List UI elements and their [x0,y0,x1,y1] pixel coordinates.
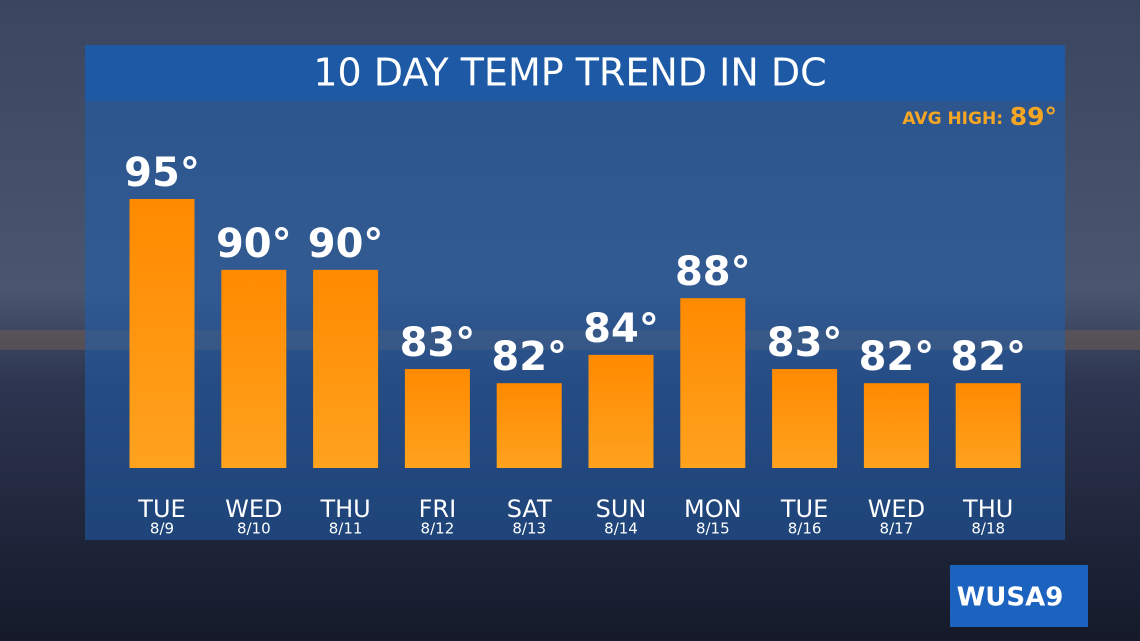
bar [313,269,379,468]
x-tick-label: TUE [137,495,185,523]
x-tick-label: TUE [780,495,828,523]
x-tick-sublabel: 8/10 [237,520,271,538]
x-tick-label: THU [962,495,1013,523]
chart-title: 10 DAY TEMP TREND IN DC [313,51,826,95]
bar [404,369,470,468]
x-tick-label: FRI [419,495,457,523]
x-tick-label: SAT [507,495,552,523]
annotation-label: AVG HIGH: [902,109,1003,129]
x-tick-sublabel: 8/17 [880,520,914,538]
logo: WUSA9 [950,565,1088,627]
x-tick-sublabel: 8/15 [696,520,730,538]
bar [680,298,746,468]
value-label: 84° [583,306,659,352]
x-tick-label: SUN [596,495,647,523]
value-label: 82° [950,334,1026,380]
x-tick-label: MON [684,495,742,523]
bar [129,199,195,468]
value-label: 83° [400,320,476,366]
x-tick-sublabel: 8/11 [329,520,363,538]
x-tick-label: WED [868,495,925,523]
x-tick-label: WED [225,495,282,523]
x-tick-sublabel: 8/14 [604,520,638,538]
value-label: 82° [491,334,567,380]
bar [772,369,838,468]
logo-text: WUSA9 [957,583,1064,613]
x-tick-label: THU [319,495,370,523]
logo-box [950,565,1088,627]
value-label: 95° [124,150,200,196]
value-label: 88° [675,249,751,295]
x-tick-sublabel: 8/18 [971,520,1005,538]
value-label: 82° [859,334,935,380]
bar [496,383,562,468]
x-tick-sublabel: 8/9 [150,520,174,538]
title-bar [85,45,1065,101]
bar [221,269,287,468]
x-tick-sublabel: 8/16 [788,520,822,538]
bar [863,383,929,468]
x-tick-sublabel: 8/12 [421,520,455,538]
bar [955,383,1021,468]
value-label: 90° [216,221,292,267]
bar [588,354,654,468]
value-label: 83° [767,320,843,366]
value-label: 90° [308,221,384,267]
x-tick-sublabel: 8/13 [512,520,546,538]
annotation-value: 89° [1010,102,1057,131]
